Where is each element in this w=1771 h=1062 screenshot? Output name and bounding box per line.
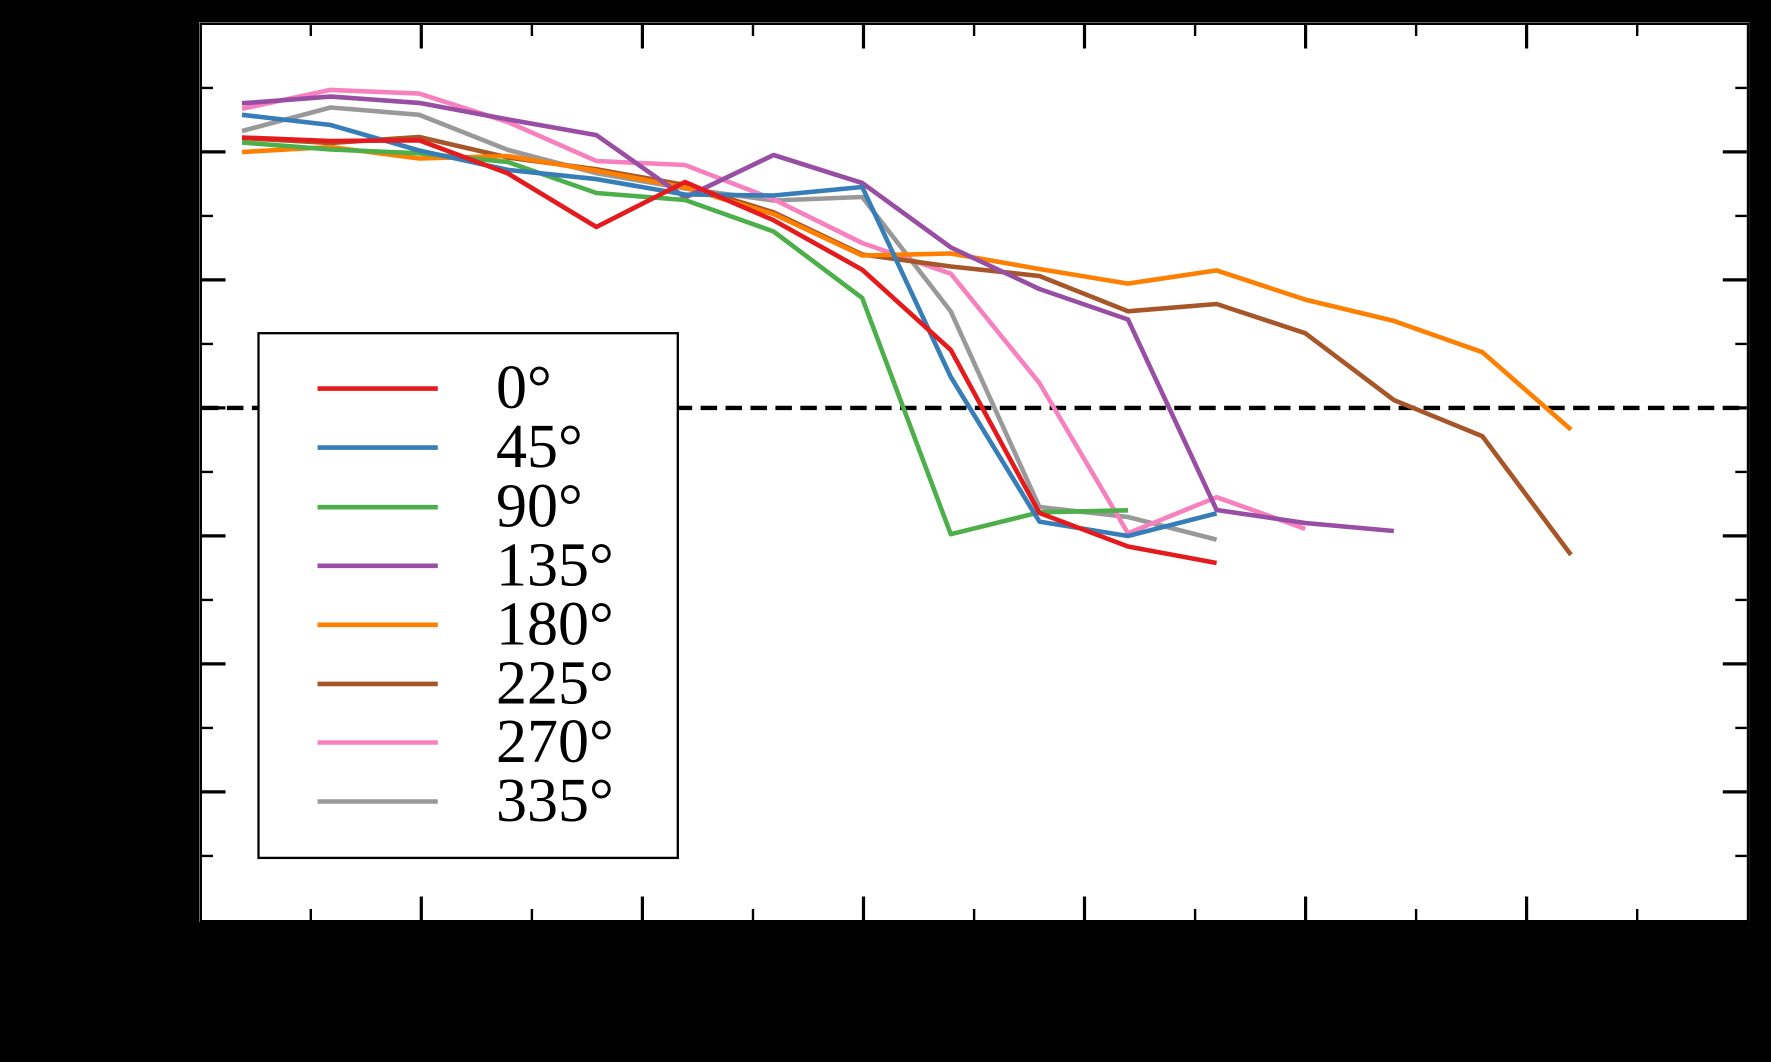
svg-text:270°: 270°: [496, 708, 614, 776]
svg-text:335°: 335°: [496, 767, 614, 835]
svg-text:0°: 0°: [496, 354, 552, 422]
svg-text:180°: 180°: [496, 590, 614, 658]
svg-text:225°: 225°: [496, 649, 614, 717]
svg-text:135°: 135°: [496, 531, 614, 599]
svg-text:90°: 90°: [496, 473, 583, 541]
svg-text:45°: 45°: [496, 413, 583, 481]
